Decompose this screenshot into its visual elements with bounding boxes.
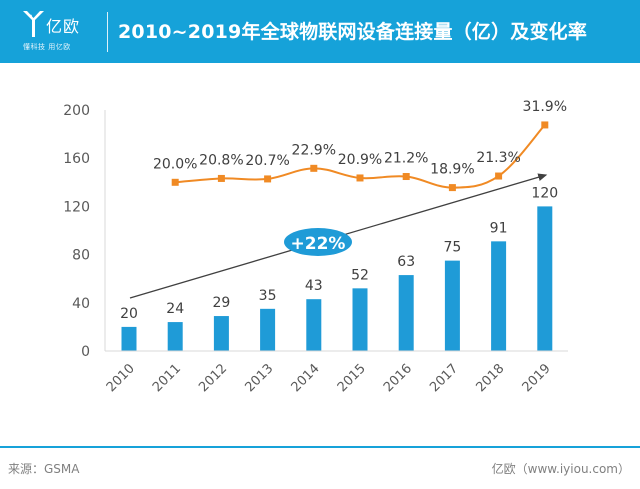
source-text: 来源：GSMA — [8, 462, 80, 476]
x-tick-label: 2011 — [150, 361, 184, 395]
y-tick-label: 160 — [63, 151, 90, 167]
bar — [167, 322, 183, 351]
brand-name: 亿欧 — [46, 17, 81, 36]
bar-value-label: 52 — [351, 267, 369, 283]
bar — [121, 326, 137, 351]
x-tick-label: 2015 — [335, 361, 369, 395]
y-tick-label: 0 — [81, 344, 90, 360]
line-point-marker — [448, 184, 456, 192]
x-tick-label: 2018 — [473, 361, 507, 395]
y-tick-label: 200 — [63, 103, 90, 119]
line-point-marker — [356, 174, 364, 182]
y-tick-label: 120 — [63, 199, 90, 215]
bar — [444, 260, 460, 351]
footer-divider — [0, 446, 640, 448]
line-value-label: 20.9% — [338, 152, 382, 168]
bar-value-label: 75 — [443, 240, 461, 256]
bar-value-label: 29 — [212, 295, 230, 311]
brand-logo: 亿欧 懂科技 用亿欧 — [20, 10, 90, 54]
bar — [491, 241, 507, 351]
x-tick-label: 2019 — [520, 361, 554, 395]
header-banner: 亿欧 懂科技 用亿欧 2010~2019年全球物联网设备连接量（亿）及变化率 — [0, 0, 640, 63]
bar — [213, 316, 229, 351]
x-tick-label: 2013 — [242, 361, 276, 395]
trend-badge-label: +22% — [291, 234, 346, 254]
x-tick-label: 2012 — [196, 361, 230, 395]
bar — [537, 206, 553, 351]
line-point-marker — [495, 172, 503, 180]
line-value-label: 21.2% — [384, 151, 428, 167]
bar — [260, 308, 276, 351]
line-value-label: 20.7% — [245, 153, 289, 169]
bar-value-label: 35 — [259, 288, 277, 304]
bar — [352, 288, 368, 351]
bar — [398, 275, 414, 351]
y-tick-label: 80 — [72, 248, 90, 264]
line-point-marker — [402, 173, 410, 181]
bar-value-label: 24 — [166, 301, 184, 317]
line-series: 20.0% 20.8% 20.7%22.9%20.9% 21.2%18.9%21.3%… — [153, 99, 567, 192]
line-point-marker — [171, 178, 179, 186]
trend-badge — [284, 228, 352, 256]
line-value-label: 31.9% — [523, 99, 567, 115]
logo-y-icon — [23, 11, 44, 37]
bar-value-label: 43 — [305, 278, 323, 294]
line-value-label: 18.9% — [430, 162, 474, 178]
brand-tagline: 懂科技 用亿欧 — [23, 43, 71, 51]
line-point-marker — [217, 174, 225, 182]
bar-value-label: 120 — [531, 185, 558, 201]
line-point-marker — [264, 175, 272, 183]
x-tick-label: 2014 — [289, 361, 323, 395]
x-tick-label: 2010 — [104, 361, 138, 395]
chart-title: 2010~2019年全球物联网设备连接量（亿）及变化率 — [118, 21, 588, 43]
line-point-marker — [541, 121, 549, 129]
x-axis: 2010 2011 2012 2013 2014 2015 2016 2017 2018 2019 — [104, 350, 568, 395]
line-point-marker — [310, 164, 318, 172]
x-tick-label: 2016 — [381, 361, 415, 395]
y-tick-label: 40 — [72, 296, 90, 312]
bar-value-label: 91 — [490, 220, 508, 236]
bar-value-label: 20 — [120, 306, 138, 322]
chart: 0 40 80 120 160 200 +22% 20 24 29 35 43 52 63 75 91 12… — [63, 99, 568, 395]
header-divider — [107, 12, 108, 52]
line-value-label: 22.9% — [292, 142, 336, 158]
trend-annotation: +22% — [129, 173, 548, 299]
x-tick-label: 2017 — [427, 361, 461, 395]
line-value-label: 20.8% — [199, 152, 243, 168]
bar-series: 20 24 29 35 43 52 63 75 91 120 — [120, 185, 558, 351]
bar — [306, 299, 322, 351]
y-axis: 0 40 80 120 160 200 — [63, 103, 106, 360]
credit-text: 亿欧（www.iyiou.com） — [491, 462, 630, 476]
bar-value-label: 63 — [397, 254, 415, 270]
line-value-label: 20.0% — [153, 156, 197, 172]
line-value-label: 21.3% — [476, 150, 520, 166]
